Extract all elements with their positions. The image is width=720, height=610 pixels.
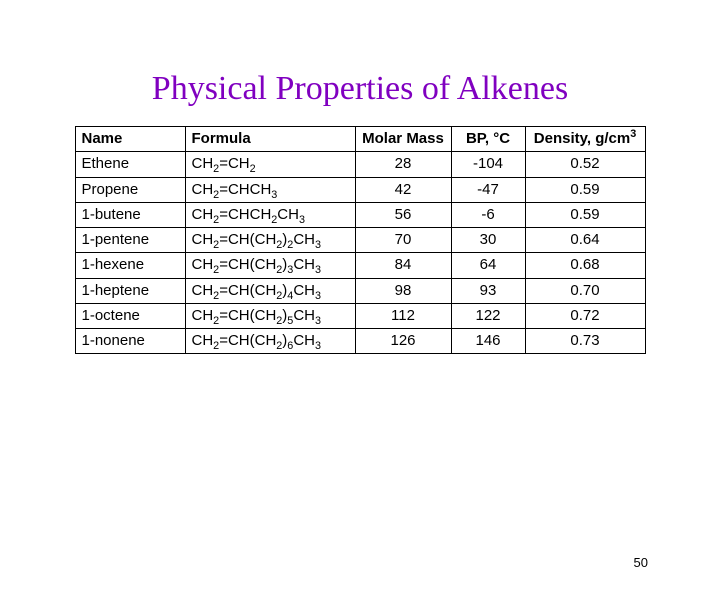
cell-bp: 122 (451, 303, 525, 328)
alkenes-table: Name Formula Molar Mass BP, °C Density, … (75, 126, 646, 354)
table-container: Name Formula Molar Mass BP, °C Density, … (0, 126, 720, 354)
col-header-molar-mass: Molar Mass (355, 127, 451, 152)
cell-formula: CH2=CH2 (185, 152, 355, 177)
cell-formula: CH2=CHCH2CH3 (185, 202, 355, 227)
table-row: 1-noneneCH2=CH(CH2)6CH31261460.73 (75, 329, 645, 354)
cell-molar-mass: 126 (355, 329, 451, 354)
col-header-density: Density, g/cm3 (525, 127, 645, 152)
cell-name: Propene (75, 177, 185, 202)
cell-name: 1-pentene (75, 228, 185, 253)
cell-density: 0.59 (525, 177, 645, 202)
cell-name: 1-butene (75, 202, 185, 227)
cell-molar-mass: 56 (355, 202, 451, 227)
table-row: 1-octeneCH2=CH(CH2)5CH31121220.72 (75, 303, 645, 328)
cell-bp: -47 (451, 177, 525, 202)
cell-formula: CH2=CH(CH2)5CH3 (185, 303, 355, 328)
cell-name: 1-hexene (75, 253, 185, 278)
cell-formula: CH2=CH(CH2)2CH3 (185, 228, 355, 253)
cell-density: 0.72 (525, 303, 645, 328)
cell-bp: -6 (451, 202, 525, 227)
cell-bp: -104 (451, 152, 525, 177)
cell-molar-mass: 28 (355, 152, 451, 177)
col-header-formula: Formula (185, 127, 355, 152)
cell-bp: 146 (451, 329, 525, 354)
cell-density: 0.59 (525, 202, 645, 227)
table-row: 1-hepteneCH2=CH(CH2)4CH398930.70 (75, 278, 645, 303)
col-header-bp: BP, °C (451, 127, 525, 152)
table-row: 1-hexeneCH2=CH(CH2)3CH384640.68 (75, 253, 645, 278)
cell-density: 0.64 (525, 228, 645, 253)
table-row: 1-penteneCH2=CH(CH2)2CH370300.64 (75, 228, 645, 253)
cell-molar-mass: 42 (355, 177, 451, 202)
table-row: 1-buteneCH2=CHCH2CH356-60.59 (75, 202, 645, 227)
cell-name: 1-heptene (75, 278, 185, 303)
cell-density: 0.73 (525, 329, 645, 354)
cell-formula: CH2=CH(CH2)3CH3 (185, 253, 355, 278)
cell-bp: 30 (451, 228, 525, 253)
cell-bp: 93 (451, 278, 525, 303)
cell-molar-mass: 84 (355, 253, 451, 278)
table-row: EtheneCH2=CH228-1040.52 (75, 152, 645, 177)
cell-formula: CH2=CH(CH2)4CH3 (185, 278, 355, 303)
page-title: Physical Properties of Alkenes (0, 70, 720, 108)
cell-formula: CH2=CH(CH2)6CH3 (185, 329, 355, 354)
page-number: 50 (634, 555, 648, 570)
cell-name: 1-octene (75, 303, 185, 328)
cell-molar-mass: 112 (355, 303, 451, 328)
cell-density: 0.70 (525, 278, 645, 303)
cell-name: 1-nonene (75, 329, 185, 354)
cell-density: 0.52 (525, 152, 645, 177)
cell-bp: 64 (451, 253, 525, 278)
table-body: EtheneCH2=CH228-1040.52PropeneCH2=CHCH34… (75, 152, 645, 354)
cell-density: 0.68 (525, 253, 645, 278)
cell-formula: CH2=CHCH3 (185, 177, 355, 202)
table-header-row: Name Formula Molar Mass BP, °C Density, … (75, 127, 645, 152)
cell-name: Ethene (75, 152, 185, 177)
table-row: PropeneCH2=CHCH342-470.59 (75, 177, 645, 202)
col-header-name: Name (75, 127, 185, 152)
cell-molar-mass: 98 (355, 278, 451, 303)
cell-molar-mass: 70 (355, 228, 451, 253)
